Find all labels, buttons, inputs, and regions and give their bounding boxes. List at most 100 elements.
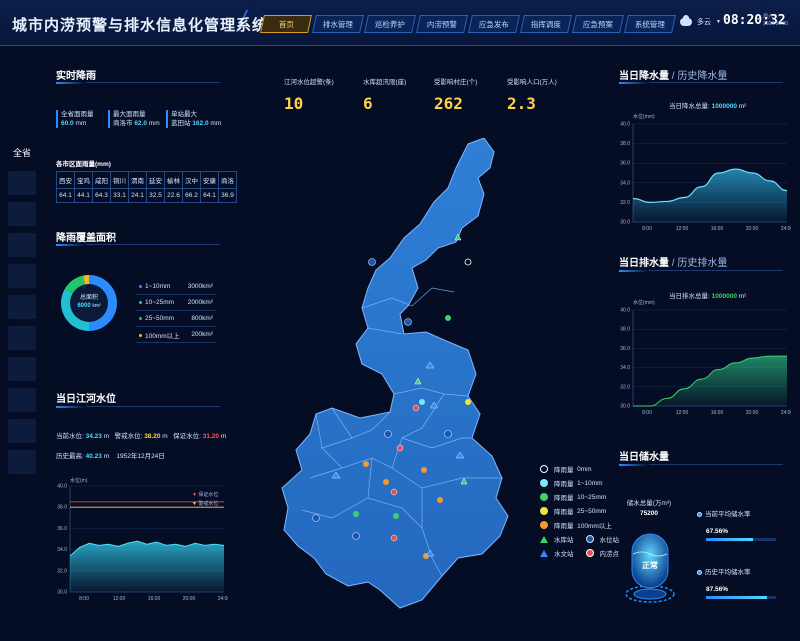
weather-widget[interactable]: 多云 ▼ [680,15,721,27]
legend-dot [139,300,142,304]
side-tab-item[interactable] [8,326,36,350]
legend-dot-icon [540,507,548,515]
app-title: 城市内涝预警与排水信息化管理系统 [12,17,269,34]
water-level-station-marker[interactable] [404,318,412,326]
hydrology-station-marker[interactable] [425,361,435,369]
rate-bar-fill [706,538,754,541]
flood-point-marker[interactable] [412,404,420,412]
flood-point-marker[interactable] [390,488,398,496]
rate-dot-icon [697,569,702,575]
drain-panel-title: 当日排水量 [619,258,669,269]
rate-dot-icon [697,511,702,517]
rain-marker-10-25[interactable] [353,511,359,517]
side-tab-item[interactable] [8,264,36,288]
legend-label: 25~50mm [145,315,175,322]
nav-tab-label: 应急预案 [583,19,613,29]
drain-series-line [632,355,787,407]
current-level-unit: m [103,433,110,440]
reservoir-marker[interactable] [414,377,422,385]
nav-tab-inspection[interactable]: 巡检养护 [364,15,416,33]
x-tick-label: 20:00 [183,596,196,602]
water-level-station-marker[interactable] [352,532,360,540]
rain-marker-10-25[interactable] [445,315,451,321]
nav-tab-home[interactable]: 首页 [260,15,312,33]
rain-marker-100plus[interactable] [437,497,443,503]
rain-marker-100plus[interactable] [363,461,369,467]
rain-marker-0mm[interactable] [464,258,472,266]
water-level-station-marker[interactable] [384,430,392,438]
rain-marker-100plus[interactable] [383,479,389,485]
drain-total: 当日排水总量: 1000000 m² [669,290,746,300]
side-tab-item[interactable] [8,450,36,474]
rain-marker-25-50[interactable] [465,399,471,405]
history-value: 40.23 [85,453,102,460]
x-tick-label: 8:00 [642,226,652,232]
rate-value: 67.56% [706,528,729,535]
water-level-station-marker[interactable] [368,258,376,266]
nav-tab-emergency-release[interactable]: 应急发布 [468,15,520,33]
x-tick-label: 12:00 [676,410,689,416]
y-axis-ticks: 40.0 38.0 36.0 34.0 32.0 30.0 [57,484,67,596]
reservoir-marker[interactable] [454,233,462,241]
nav-tab-label: 指挥调度 [531,19,561,29]
side-tab-item[interactable] [8,233,36,257]
section-title-river: 当日江河水位 [56,394,116,405]
rain-marker-1-10[interactable] [419,399,425,405]
rain-card-value: 62.0 [134,120,147,127]
side-tab-item[interactable] [8,419,36,443]
nav-tab-label: 系统管理 [635,19,665,29]
water-level-station-marker[interactable] [312,514,320,522]
reservoir-marker[interactable] [460,477,468,485]
legend-value: 800km² [191,315,213,322]
drain-panel-subtitle[interactable]: 历史排水量 [677,258,728,269]
y-tick-label: 38.0 [620,141,630,147]
y-tick-label: 30.0 [620,404,630,410]
guard-level-label: 保证水位: [173,433,201,440]
x-axis-ticks: 8:00 12:00 16:00 20:00 24:00 [642,410,791,416]
legend-dot-icon [540,493,548,501]
side-tab-province[interactable]: 全省 [12,147,31,158]
nav-tab-label: 应急发布 [479,19,509,29]
side-tabs: 全省 [8,140,38,481]
water-level-station-marker[interactable] [444,430,452,438]
section-divider [86,406,220,407]
nav-tab-dispatch[interactable]: 指挥调度 [520,15,572,33]
kpi-reservoirs-over-limit: 水库超汛限(座) 6 [363,76,406,113]
side-tab-item[interactable] [8,202,36,226]
section-underline [619,464,649,466]
legend-range: 0mm [577,465,592,473]
rain-marker-10-25[interactable] [393,513,399,519]
table-header-cell: 铜川 [110,171,129,189]
table-cell: 66.2 [182,188,201,203]
legend-dot [139,334,142,338]
x-tick-label: 12:00 [113,596,126,602]
nav-tab-emergency-plan[interactable]: 应急预案 [572,15,624,33]
list-item: 降雨量 1~10mm [540,476,619,490]
nav-tab-flood-warning[interactable]: 内涝预警 [416,15,468,33]
y-tick-label: 32.0 [620,200,630,206]
rain-panel-subtitle[interactable]: 历史降水量 [677,71,728,82]
flood-point-marker[interactable] [390,534,398,542]
hydrology-station-marker[interactable] [455,451,465,459]
nav-tab-system[interactable]: 系统管理 [624,15,676,33]
side-tab-item[interactable] [8,171,36,195]
donut-center-label: 总面积 [79,295,98,301]
side-tab-item[interactable] [8,357,36,381]
legend-range: 25~50mm [577,507,607,515]
hydrology-station-marker[interactable] [331,471,341,479]
map-province-shape[interactable] [281,138,509,609]
legend-label: 水文站 [554,551,574,558]
nav-tab-label: 排水管理 [323,19,353,29]
flood-point-marker[interactable] [396,444,404,452]
y-tick-label: 40.0 [620,308,630,314]
chart-y-unit: 水位(mm) [633,113,655,120]
kpi-value: 10 [284,94,304,113]
rain-marker-100plus[interactable] [421,467,427,473]
side-tab-item[interactable] [8,388,36,412]
hydrology-station-marker[interactable] [425,549,435,557]
hydrology-station-marker[interactable] [429,401,439,409]
province-map[interactable] [272,138,532,616]
side-tab-item[interactable] [8,295,36,319]
nav-tab-label: 内涝预警 [427,19,457,29]
nav-tab-drainage[interactable]: 排水管理 [312,15,364,33]
